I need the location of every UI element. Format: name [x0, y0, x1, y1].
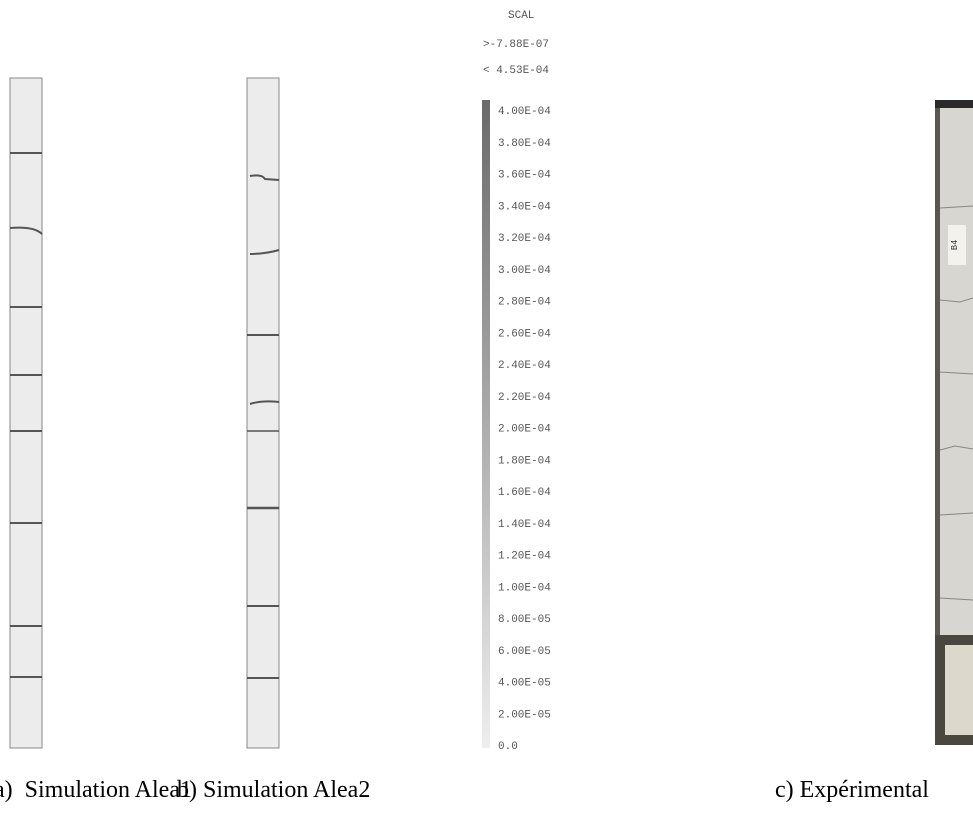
legend-label: 3.60E-04 — [498, 170, 551, 182]
legend-label: 2.80E-04 — [498, 297, 551, 309]
legend-max: >-7.88E-07 — [483, 39, 549, 51]
legend-label: 1.80E-04 — [498, 455, 551, 467]
legend-label: 4.00E-05 — [498, 678, 551, 690]
legend-label: 1.40E-04 — [498, 519, 551, 531]
photo-label: B4 — [950, 240, 959, 251]
strip-b — [247, 78, 279, 748]
legend-label: 2.40E-04 — [498, 360, 551, 372]
legend-label: 3.40E-04 — [498, 201, 551, 213]
colorbar — [482, 100, 490, 748]
legend-label: 3.00E-04 — [498, 265, 551, 277]
caption-c: c) Expérimental — [775, 777, 929, 803]
legend-label: 1.60E-04 — [498, 487, 551, 499]
caption-b: b) Simulation Alea2 — [177, 777, 370, 803]
legend-label: 4.00E-04 — [498, 106, 551, 118]
legend-label: 6.00E-05 — [498, 646, 551, 658]
cracks — [10, 153, 279, 678]
legend-label: 0.0 — [498, 741, 518, 753]
legend-title: SCAL — [508, 10, 534, 22]
figure: SCAL >-7.88E-07 < 4.53E-04 B4 a) Simulat… — [0, 0, 973, 816]
legend-label: 3.80E-04 — [498, 138, 551, 150]
legend-label: 8.00E-05 — [498, 614, 551, 626]
legend-label: 2.60E-04 — [498, 328, 551, 340]
legend-label: 2.20E-04 — [498, 392, 551, 404]
legend-label: 2.00E-05 — [498, 709, 551, 721]
legend-label: 2.00E-04 — [498, 424, 551, 436]
strip-a — [10, 78, 42, 748]
legend-label: 1.00E-04 — [498, 582, 551, 594]
legend-label: 3.20E-04 — [498, 233, 551, 245]
caption-a: a) Simulation Alea1 — [0, 777, 192, 803]
photo: B4 — [935, 100, 973, 745]
legend-min: < 4.53E-04 — [483, 65, 549, 77]
legend-label: 1.20E-04 — [498, 551, 551, 563]
